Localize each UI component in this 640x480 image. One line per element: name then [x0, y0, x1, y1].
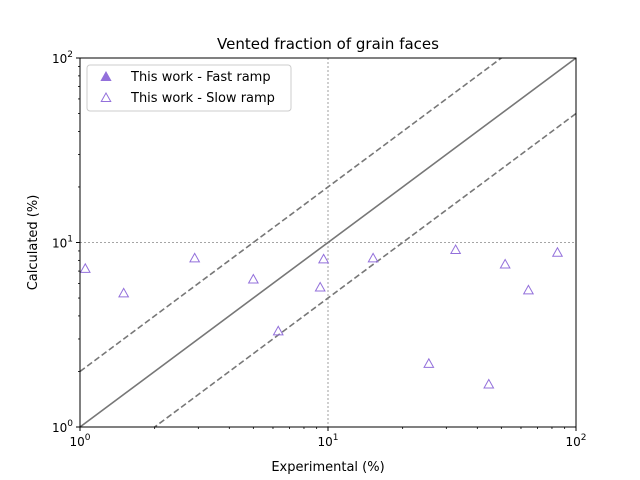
- legend-marker-fast-ramp: [100, 70, 112, 81]
- data-point: [189, 252, 201, 263]
- data-point: [367, 252, 379, 263]
- legend: This work - Fast ramp This work - Slow r…: [86, 64, 292, 112]
- legend-box: [86, 64, 292, 112]
- data-point: [483, 378, 495, 389]
- legend-label-fast-ramp: This work - Fast ramp: [130, 70, 271, 85]
- data-point: [247, 273, 259, 284]
- data-points: [79, 244, 564, 389]
- y-tick-label: 101: [52, 235, 73, 251]
- reference-lines: [80, 58, 576, 427]
- factor-two-line: [153, 112, 576, 427]
- x-tick-label: 101: [317, 433, 338, 449]
- chart-title: Vented fraction of grain faces: [217, 35, 439, 53]
- x-tick-label: 100: [69, 433, 90, 449]
- y-tick-label: 102: [52, 50, 73, 66]
- x-axis-ticks: 100 101 102: [69, 427, 587, 449]
- parity-line: [80, 58, 576, 427]
- legend-marker-slow-ramp: [100, 91, 112, 102]
- factor-two-line: [80, 58, 503, 373]
- data-point: [551, 246, 564, 257]
- data-point: [499, 258, 511, 269]
- data-point: [450, 244, 462, 255]
- y-tick-label: 100: [52, 419, 73, 435]
- legend-label-slow-ramp: This work - Slow ramp: [130, 91, 275, 106]
- x-axis-label: Experimental (%): [271, 460, 384, 475]
- y-axis-label: Calculated (%): [26, 195, 41, 291]
- x-tick-label: 102: [565, 433, 586, 449]
- data-point: [118, 287, 130, 298]
- y-axis-ticks: 100 101 102: [52, 50, 80, 435]
- data-point: [314, 281, 326, 292]
- data-point: [79, 262, 91, 273]
- data-point: [423, 357, 435, 368]
- data-point: [318, 253, 330, 264]
- data-point: [272, 325, 284, 336]
- data-point: [522, 284, 535, 295]
